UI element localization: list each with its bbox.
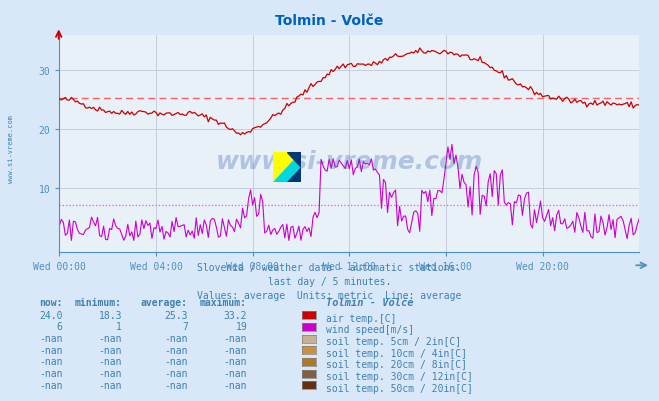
Text: -nan: -nan	[98, 368, 122, 378]
Text: -nan: -nan	[164, 368, 188, 378]
Text: -nan: -nan	[98, 333, 122, 343]
Text: 24.0: 24.0	[39, 310, 63, 320]
Polygon shape	[273, 152, 301, 182]
Text: -nan: -nan	[39, 345, 63, 355]
Text: soil temp. 10cm / 4in[C]: soil temp. 10cm / 4in[C]	[326, 348, 467, 358]
Text: www.si-vreme.com: www.si-vreme.com	[215, 150, 483, 174]
Text: -nan: -nan	[223, 368, 247, 378]
Text: now:: now:	[39, 297, 63, 307]
Text: -nan: -nan	[164, 356, 188, 367]
Text: soil temp. 5cm / 2in[C]: soil temp. 5cm / 2in[C]	[326, 336, 461, 346]
Text: -nan: -nan	[164, 345, 188, 355]
Text: 6: 6	[57, 322, 63, 332]
Text: -nan: -nan	[223, 356, 247, 367]
Polygon shape	[287, 152, 301, 168]
Text: 18.3: 18.3	[98, 310, 122, 320]
Text: Tolmin - Volče: Tolmin - Volče	[275, 14, 384, 28]
Text: -nan: -nan	[98, 380, 122, 390]
Text: -nan: -nan	[164, 333, 188, 343]
Text: -nan: -nan	[39, 333, 63, 343]
Text: 33.2: 33.2	[223, 310, 247, 320]
Text: last day / 5 minutes.: last day / 5 minutes.	[268, 277, 391, 287]
Text: wind speed[m/s]: wind speed[m/s]	[326, 325, 415, 334]
Text: -nan: -nan	[39, 380, 63, 390]
Text: soil temp. 20cm / 8in[C]: soil temp. 20cm / 8in[C]	[326, 360, 467, 369]
Polygon shape	[287, 168, 301, 182]
Text: 25.3: 25.3	[164, 310, 188, 320]
Text: -nan: -nan	[223, 333, 247, 343]
Text: -nan: -nan	[223, 345, 247, 355]
Text: maximum:: maximum:	[200, 297, 247, 307]
Text: minimum:: minimum:	[75, 297, 122, 307]
Text: -nan: -nan	[98, 356, 122, 367]
Text: Values: average  Units: metric  Line: average: Values: average Units: metric Line: aver…	[197, 291, 462, 301]
Text: 1: 1	[116, 322, 122, 332]
Text: -nan: -nan	[223, 380, 247, 390]
Text: -nan: -nan	[164, 380, 188, 390]
Text: soil temp. 50cm / 20in[C]: soil temp. 50cm / 20in[C]	[326, 383, 473, 393]
Text: -nan: -nan	[98, 345, 122, 355]
Polygon shape	[273, 152, 301, 182]
Text: air temp.[C]: air temp.[C]	[326, 313, 397, 323]
Text: Slovenia / weather data - automatic stations.: Slovenia / weather data - automatic stat…	[197, 263, 462, 273]
Text: soil temp. 30cm / 12in[C]: soil temp. 30cm / 12in[C]	[326, 371, 473, 381]
Text: -nan: -nan	[39, 356, 63, 367]
Text: Tolmin - Volče: Tolmin - Volče	[326, 297, 414, 307]
Text: -nan: -nan	[39, 368, 63, 378]
Text: 7: 7	[182, 322, 188, 332]
Text: average:: average:	[141, 297, 188, 307]
Text: 19: 19	[235, 322, 247, 332]
Text: www.si-vreme.com: www.si-vreme.com	[8, 114, 14, 182]
